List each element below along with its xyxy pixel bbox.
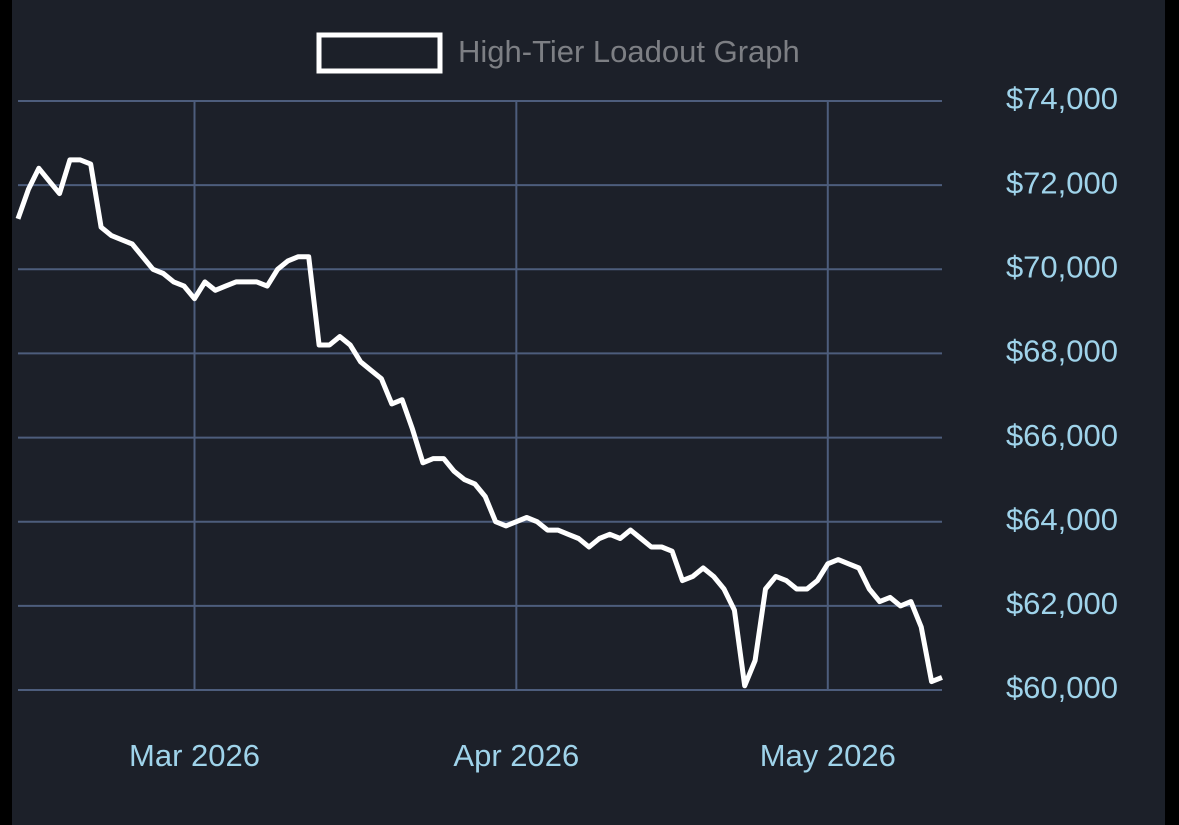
panel [12, 0, 1165, 825]
legend-label: High-Tier Loadout Graph [458, 34, 800, 69]
y-tick-label: $60,000 [1006, 670, 1118, 705]
y-tick-label: $62,000 [1006, 586, 1118, 621]
y-tick-label: $74,000 [1006, 81, 1118, 116]
y-tick-label: $64,000 [1006, 502, 1118, 537]
price-line [15, 157, 943, 689]
legend-swatch [316, 32, 443, 74]
x-tick-label: May 2026 [760, 738, 896, 773]
y-tick-label: $72,000 [1006, 165, 1118, 200]
y-tick-label: $70,000 [1006, 249, 1118, 284]
x-tick-label: Mar 2026 [129, 738, 260, 773]
y-tick-label: $68,000 [1006, 334, 1118, 369]
y-tick-label: $66,000 [1006, 418, 1118, 453]
x-tick-label: Apr 2026 [453, 738, 579, 773]
